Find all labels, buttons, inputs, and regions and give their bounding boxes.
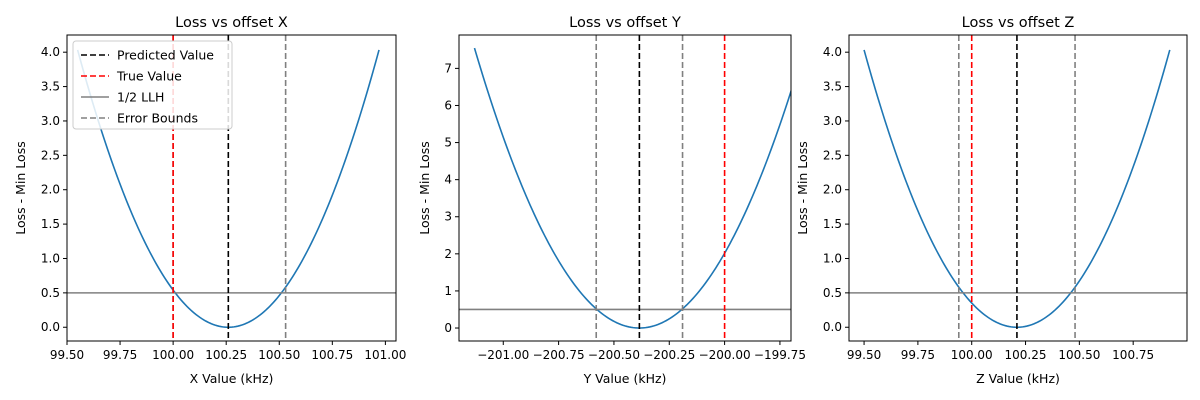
x-tick-label: 100.00 (951, 348, 993, 362)
x-tick-label: −199.75 (754, 348, 806, 362)
y-tick-label: 3 (444, 210, 452, 224)
axes-frame (848, 34, 1188, 342)
x-tick-label: −200.25 (643, 348, 695, 362)
y-tick-label: 5 (444, 136, 452, 150)
chart-title: Loss vs offset X (175, 15, 288, 31)
x-tick-label: 100.25 (205, 348, 247, 362)
legend-entry: Error Bounds (117, 111, 198, 126)
x-tick-label: 101.00 (364, 348, 406, 362)
legend-entry: Predicted Value (117, 48, 214, 63)
y-tick-label: 1.5 (823, 217, 842, 231)
x-tick-label: 100.75 (311, 348, 353, 362)
y-tick-label: 0.0 (41, 320, 60, 334)
y-tick-label: 0.5 (41, 286, 60, 300)
subplot-x: 99.50 99.75 100.00 100.25 100.50 100.75 101.00… (13, 15, 406, 386)
subplot-y: −201.00 −200.75 −200.50 −200.25 −200.00 −199.… (417, 15, 806, 386)
x-tick-label: −200.75 (533, 348, 585, 362)
y-tick-label: 0 (444, 321, 452, 335)
y-tick-label: 3.0 (823, 114, 842, 128)
y-tick-label: 2.0 (41, 183, 60, 197)
plot-area (849, 35, 1187, 341)
axes-frame (66, 34, 397, 342)
axes-frame (458, 34, 792, 342)
y-tick-label: 4.0 (823, 45, 842, 59)
y-tick-label: 2.5 (823, 148, 842, 162)
x-tick-label: −201.00 (477, 348, 529, 362)
legend-entry: 1/2 LLH (117, 90, 164, 105)
x-tick-label: −200.50 (588, 348, 640, 362)
y-axis-label: Loss - Min Loss (417, 141, 432, 234)
x-tick-label: 99.75 (103, 348, 137, 362)
subplot-z: 99.50 99.75 100.00 100.25 100.50 100.75 0.0 0.5… (795, 15, 1188, 386)
y-tick-label: 4.0 (41, 45, 60, 59)
legend: Predicted Value True Value 1/2 LLH Error Bo… (72, 40, 233, 130)
y-tick-label: 1.0 (41, 251, 60, 265)
y-tick-label: 1.0 (823, 251, 842, 265)
x-axis-label: Y Value (kHz) (583, 371, 667, 386)
x-tick-label: 100.50 (1058, 348, 1100, 362)
x-tick-label: 99.75 (901, 348, 935, 362)
y-tick-label: 6 (444, 98, 452, 112)
y-tick-label: 4 (444, 173, 452, 187)
y-tick-label: 2.0 (823, 183, 842, 197)
y-tick-label: 3.5 (41, 80, 60, 94)
y-tick-label: 1.5 (41, 217, 60, 231)
x-axis-label: Z Value (kHz) (976, 371, 1060, 386)
legend-box (72, 40, 233, 130)
x-tick-label: 100.00 (152, 348, 194, 362)
y-tick-label: 1 (444, 284, 452, 298)
y-axis-label: Loss - Min Loss (13, 141, 28, 234)
x-tick-label: −200.00 (699, 348, 751, 362)
chart-title: Loss vs offset Z (962, 15, 1075, 31)
x-tick-label: 99.50 (50, 348, 84, 362)
y-tick-label: 2 (444, 247, 452, 261)
plot-area (459, 35, 791, 341)
chart-title: Loss vs offset Y (569, 15, 681, 31)
x-tick-label: 100.75 (1112, 348, 1154, 362)
legend-entry: True Value (116, 69, 182, 84)
y-tick-label: 3.5 (823, 80, 842, 94)
y-tick-label: 0.5 (823, 286, 842, 300)
y-tick-label: 7 (444, 61, 452, 75)
x-tick-label: 100.25 (1005, 348, 1047, 362)
y-axis-label: Loss - Min Loss (795, 141, 810, 234)
y-tick-label: 3.0 (41, 114, 60, 128)
x-axis-label: X Value (kHz) (190, 371, 274, 386)
y-tick-label: 2.5 (41, 148, 60, 162)
x-tick-label: 99.50 (847, 348, 881, 362)
x-tick-label: 100.50 (258, 348, 300, 362)
y-tick-label: 0.0 (823, 320, 842, 334)
